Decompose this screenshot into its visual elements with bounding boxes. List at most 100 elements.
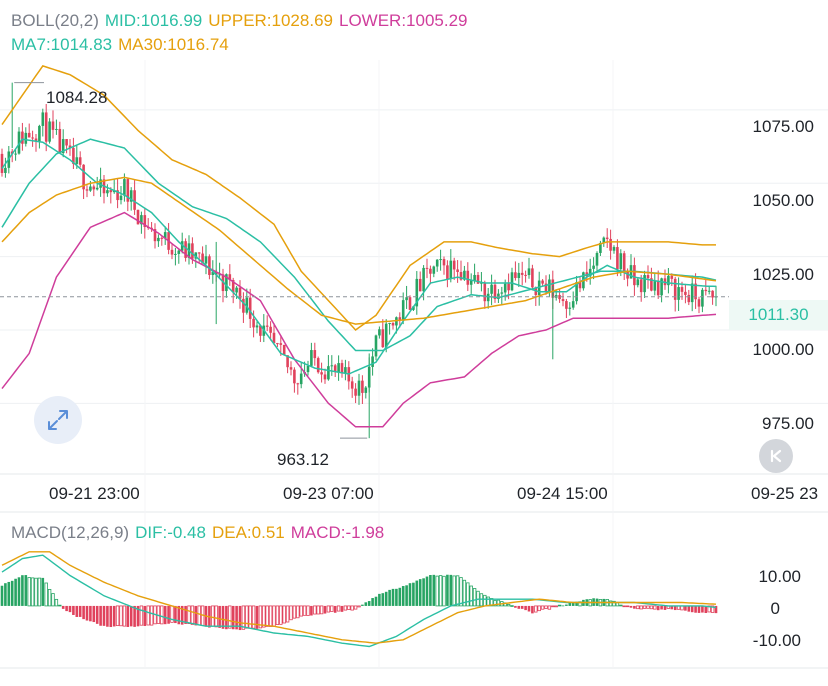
macd-bar-negative: [72, 605, 75, 615]
candle-up: [14, 153, 17, 155]
candle-up: [415, 278, 419, 307]
candle-down: [429, 268, 432, 274]
macd-bar-negative: [326, 605, 331, 613]
macd-bar-negative: [268, 605, 273, 627]
candle-up: [449, 260, 453, 279]
macd-bar-positive: [557, 604, 562, 607]
candle-down: [483, 282, 487, 302]
candle-up: [310, 350, 313, 366]
candle-down: [650, 278, 653, 291]
candle-up: [636, 279, 640, 286]
macd-bar-negative: [350, 605, 354, 611]
boll-lower-line: [1, 211, 717, 428]
candle-down: [72, 147, 75, 164]
macd-bar-negative: [701, 605, 704, 613]
candle-up: [163, 232, 167, 239]
macd-bar-negative: [531, 605, 534, 614]
macd-bar-positive: [408, 583, 412, 606]
macd-bar-negative: [625, 605, 630, 608]
candle-down: [296, 383, 300, 385]
x-tick-label: 09-23 07:00: [283, 484, 374, 503]
macd-bar-positive: [364, 602, 368, 606]
candle-down: [265, 325, 269, 327]
candle-down: [381, 329, 385, 348]
macd-bar-negative: [670, 605, 674, 610]
macd-bar-positive: [510, 605, 514, 607]
macd-bar-negative: [292, 605, 297, 619]
macd-bar-negative: [514, 605, 517, 608]
macd-bar-negative: [275, 605, 280, 625]
macd-bar-positive: [483, 594, 487, 607]
macd-y-tick-label: 0: [770, 599, 780, 618]
macd-bar-negative: [231, 605, 235, 630]
candle-down: [520, 272, 524, 275]
macd-bar-negative: [663, 605, 667, 610]
macd-bar-negative: [649, 605, 654, 610]
macd-bar-negative: [221, 605, 225, 629]
macd-bar-positive: [17, 577, 21, 606]
macd-bar-negative: [694, 605, 697, 613]
candle-up: [602, 237, 606, 243]
candle-up: [701, 289, 704, 307]
candle-up: [4, 167, 7, 173]
boll-upper-line: [1, 65, 716, 332]
macd-bar-negative: [316, 605, 320, 615]
candle-down: [639, 279, 643, 293]
macd-bar-positive: [24, 575, 28, 606]
macd-bar-negative: [119, 605, 123, 627]
candle-down: [425, 267, 429, 269]
candle-down: [201, 253, 204, 264]
candle-down: [687, 294, 691, 303]
candle-up: [463, 270, 466, 280]
macd-bar-negative: [214, 605, 218, 628]
candle-up: [157, 237, 160, 242]
candle-down: [252, 318, 255, 328]
macd-bar-negative: [99, 605, 102, 626]
macd-bar-positive: [4, 583, 7, 606]
candle-down: [143, 215, 147, 227]
macd-bar-positive: [44, 582, 48, 607]
macd-bar-negative: [633, 605, 636, 609]
skip-back-icon: [770, 449, 782, 463]
candle-down: [78, 157, 82, 165]
candle-down: [361, 380, 364, 393]
macd-bar-negative: [707, 605, 711, 613]
macd-bar-positive: [455, 575, 460, 607]
macd-bar-positive: [608, 600, 613, 607]
macd-bar-positive: [506, 603, 511, 607]
candle-down: [0, 153, 4, 173]
scroll-to-latest-button[interactable]: [759, 439, 793, 473]
macd-bar-negative: [82, 605, 85, 620]
macd-bar-negative: [299, 605, 303, 617]
macd-bar-positive: [7, 581, 11, 606]
candle-down: [191, 243, 194, 259]
macd-bar-negative: [323, 605, 327, 614]
candle-up: [388, 322, 391, 324]
macd-bar-negative: [241, 605, 246, 630]
macd-bar-negative: [78, 605, 82, 617]
x-tick-label: 09-25 23: [751, 484, 819, 503]
macd-bar-positive: [486, 596, 490, 607]
macd-bar-negative: [218, 605, 221, 628]
macd-bar-positive: [41, 577, 45, 606]
candle-up: [218, 274, 221, 276]
macd-bar-negative: [194, 605, 198, 626]
expand-chart-button[interactable]: [34, 396, 82, 444]
macd-bar-negative: [639, 605, 643, 610]
macd-bar-positive: [415, 580, 419, 606]
macd-bar-negative: [714, 605, 718, 614]
candle-up: [61, 139, 65, 154]
candle-up: [177, 250, 181, 254]
macd-bar-negative: [520, 605, 524, 609]
macd-bar-positive: [418, 579, 422, 606]
macd-bar-negative: [537, 605, 541, 612]
candle-up: [99, 179, 102, 188]
macd-bar-negative: [642, 605, 647, 609]
macd-bar-positive: [496, 599, 501, 607]
candle-up: [568, 307, 572, 309]
macd-bar-positive: [10, 580, 14, 606]
macd-bar-negative: [163, 605, 167, 625]
candle-up: [707, 290, 711, 292]
macd-bar-negative: [646, 605, 650, 609]
